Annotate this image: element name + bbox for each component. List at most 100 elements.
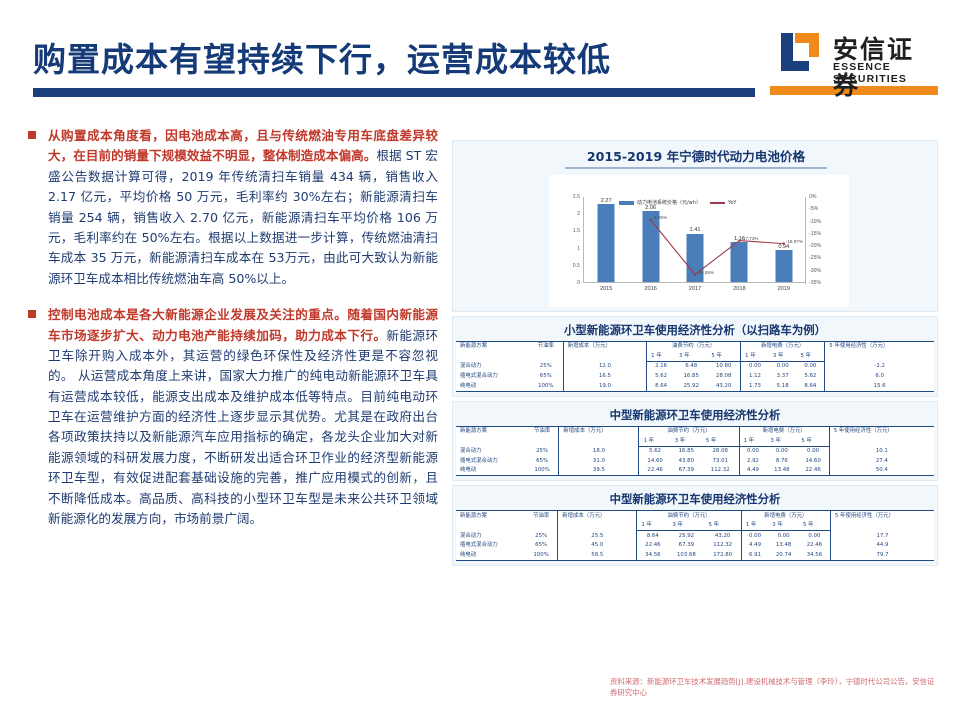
table-col-header: 节油率 (528, 340, 564, 362)
table-cell: 100% (525, 465, 559, 477)
table-row-label: 纯电动 (456, 465, 526, 477)
chart-bar-value-label: 2.27 (600, 197, 612, 204)
table-col-header: 新能源方案 (456, 510, 526, 531)
table-cell: 34.56 (636, 550, 669, 561)
table-cell: 43.20 (707, 381, 741, 392)
table-cell: 6.48 (685, 363, 698, 370)
chart-bar-value-label: 2.06 (645, 205, 657, 212)
table-col-header: 油费节约（万元） (646, 340, 741, 352)
chart-line-point (782, 242, 785, 245)
chart-y-tick: 1 (577, 245, 580, 252)
table-cell: 4.49 (738, 465, 767, 477)
table-row-label: 混合动力 (460, 363, 482, 370)
table-col-header: 5 年使用经济性（万元） (829, 510, 934, 531)
chart-y2-tick: -30% (809, 267, 822, 274)
table-col-subheader: 3 年 (768, 520, 799, 532)
table-col-header: 节油率 (525, 425, 559, 447)
paragraph-1-text: 从购置成本角度看，因电池成本高，且与传统燃油专用车底盘差异较大，在目前的销量下规… (48, 126, 438, 289)
table-row: 纯电动 100% 19.0 8.64 25.92 43.20 1.73 5.18 8.64 15.… (456, 381, 934, 392)
table-cell: 22.46 (806, 542, 823, 549)
chart-bar (642, 211, 660, 282)
table-cell: 10.1 (828, 446, 934, 457)
table-cell: 6.0 (824, 371, 934, 382)
chart-bar-value-label: 1.16 (733, 236, 745, 243)
table-cell: 2.16 (646, 361, 676, 372)
table-cell: 73.01 (712, 457, 728, 464)
economics-table-card: 中型新能源环卫车使用经济性分析 新能源方案 节油率 新增成本（万元） 油费节约（万元）新… (452, 485, 938, 566)
chart-yoy-label: -17.73% (741, 235, 759, 241)
economics-table-card: 小型新能源环卫车使用经济性分析（以扫路车为例） 新能源方案 节油率 新增成本（万元）油… (452, 316, 938, 397)
table-cell: 3.37 (776, 372, 789, 379)
table-cell: 5.62 (646, 371, 676, 382)
chart-bar (775, 249, 793, 282)
table-cell: 58.5 (557, 550, 637, 561)
table-row: 混合动力 25% 25.5 8.64 25.92 43.20 0.00 0.00 0.00 17.… (456, 530, 934, 541)
table-row: 插电式混合动力 65% 31.0 14.60 43.80 73.01 2.92 8.76 14.… (456, 456, 934, 466)
chart-y-tick: 1.5 (572, 228, 580, 235)
chart-y-tick: 2 (577, 211, 580, 218)
table-row: 纯电动 100% 39.5 22.46 67.39 112.32 4.49 13.48 22.4… (456, 465, 934, 477)
table-cell: 112.32 (713, 542, 733, 549)
company-logo: 安信证券 ESSENCE SECURITIES (779, 30, 931, 100)
table-cell: 16.85 (678, 448, 695, 455)
table-col-header: 新增成本（万元） (562, 340, 647, 362)
chart-bar (597, 203, 615, 282)
table-header-row: 新能源方案 节油率 新增成本（万元） 油费节约（万元） 新增电费（万元） 5 年使用经济性… (456, 425, 934, 447)
table-col-header: 新增电费（万元） (738, 425, 830, 437)
table-cell: 65% (536, 457, 549, 464)
chart-yoy-label: -31.55% (697, 269, 715, 275)
table-cell: 0.00 (740, 361, 769, 372)
logo-english-name: ESSENCE SECURITIES (833, 61, 908, 85)
table-row-label: 插电式混合动力 (460, 542, 498, 549)
table-col-subheader: 3 年 (668, 520, 705, 532)
table-cell: 28.08 (715, 372, 732, 379)
table-col-subheader: 1 年 (638, 436, 671, 447)
table-header-row: 新能源方案 节油率 新增成本（万元） 油费节约（万元） 新增电费（万元） 5 年使用经济性… (456, 340, 934, 362)
table-col-header: 新增电费（万元） (740, 340, 825, 352)
table-cell: -1.2 (824, 361, 934, 372)
chart-x-tick: 2015 (599, 286, 613, 292)
chart-yoy-label: -18.97% (785, 238, 803, 244)
chart-bar-value-label: 1.41 (689, 227, 701, 234)
table-cell: 8.64 (636, 530, 669, 541)
economics-table: 新能源方案 节油率 新增成本（万元） 油费节约（万元） 新增电费（万元） 5 年使用经济性… (456, 425, 934, 477)
table-col-header: 5 年使用经济性（万元） (828, 425, 934, 447)
table-col-header: 新增电费（万元） (740, 510, 831, 521)
chart-axes: 0 0.5 1 1.5 2 2.5 2.27 2.06 1.41 1.16 0.94 2015 20… (573, 194, 805, 292)
table-cell: 25% (535, 532, 548, 539)
logo-underline-bar (770, 86, 938, 95)
paragraph-2-rest: 新能源环卫车除开购入成本外，其运营的绿色环保性及经济性更是不容忽视的。 从运营成… (48, 327, 439, 527)
table-cell: 25.5 (557, 530, 637, 541)
legend-item-line: YoY (709, 200, 736, 206)
table-row: 插电式混合动力 65% 45.0 22.46 67.39 112.32 4.49 13.48 2… (456, 540, 934, 551)
table-cell: 5.62 (638, 446, 671, 457)
table-cell: 172.80 (704, 550, 742, 561)
table-cell: 43.80 (678, 457, 695, 464)
table-cell: 67.39 (678, 542, 695, 549)
table-title: 中型新能源环卫车使用经济性分析 (609, 407, 781, 422)
table-cell: 16.5 (562, 371, 647, 382)
chart-line-point (693, 273, 697, 276)
table-col-subheader: 1 年 (738, 436, 767, 447)
slide-header: 购置成本有望持续下行，运营成本较低 安信证券 ESSENCE SECURITIE… (0, 0, 960, 105)
chart-y-tick: 0 (577, 280, 580, 286)
table-cell: 13.48 (775, 542, 792, 549)
table-col-subheader: 5 年 (701, 436, 740, 447)
table-cell: 14.60 (805, 457, 821, 464)
chart-y2-tick: -25% (809, 255, 822, 262)
table-title: 小型新能源环卫车使用经济性分析（以扫路车为例） (564, 323, 826, 337)
table-col-subheader: 5 年 (707, 351, 741, 363)
table-cell: 25% (536, 447, 549, 454)
chart-x-tick: 2017 (688, 286, 702, 292)
legend-bar-swatch (619, 200, 634, 205)
table-col-subheader: 3 年 (675, 351, 708, 363)
table-cell: 25% (539, 363, 552, 370)
page-title: 购置成本有望持续下行，运营成本较低 (33, 40, 611, 79)
legend-item-bar: 动力电池系统价格（元/wh） (619, 199, 701, 206)
table-cell: 0.00 (738, 446, 767, 457)
table-row: 纯电动 100% 58.5 34.56 103.68 172.80 6.91 20.74 34.… (456, 550, 934, 561)
table-cell: 34.56 (798, 550, 831, 561)
table-col-subheader: 5 年 (798, 520, 831, 532)
